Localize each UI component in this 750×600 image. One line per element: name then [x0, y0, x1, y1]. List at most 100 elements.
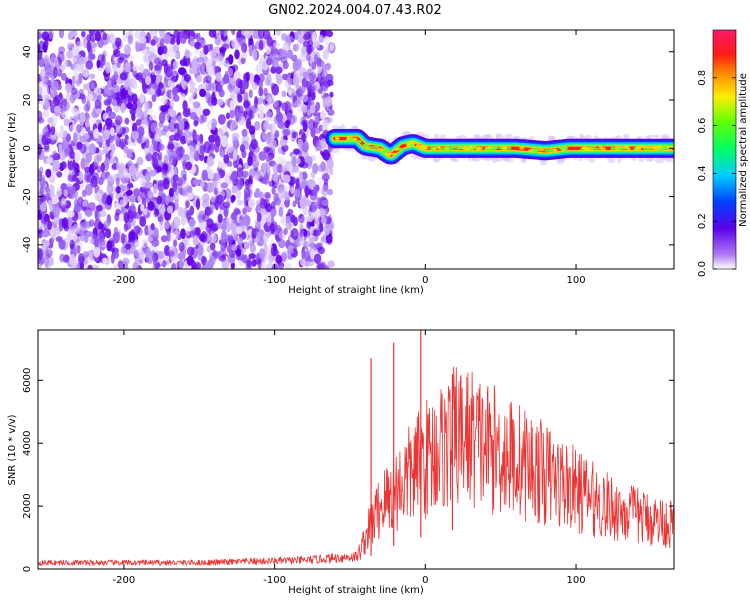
- noise-speckle: [83, 83, 88, 91]
- snr-x-tick-label: 100: [566, 575, 585, 586]
- noise-speckle: [45, 249, 53, 258]
- noise-speckle: [273, 100, 279, 108]
- noise-speckle: [219, 116, 226, 124]
- noise-speckle: [207, 96, 214, 107]
- noise-speckle: [168, 121, 177, 133]
- noise-speckle: [115, 177, 120, 187]
- noise-speckle: [323, 35, 331, 46]
- noise-speckle: [248, 109, 254, 121]
- noise-speckle: [111, 99, 118, 107]
- chart-title: GN02.2024.004.07.43.R02: [268, 3, 442, 18]
- noise-speckle: [278, 207, 284, 217]
- snr-y-label: SNR (10 * v/v): [7, 414, 18, 485]
- noise-speckle: [239, 218, 247, 228]
- signal-band-blob: [506, 146, 512, 150]
- noise-speckle: [93, 30, 100, 38]
- noise-speckle: [304, 199, 312, 207]
- noise-speckle: [120, 88, 127, 100]
- noise-speckle: [164, 220, 170, 230]
- noise-speckle: [38, 143, 42, 155]
- noise-speckle: [239, 225, 248, 232]
- noise-speckle: [67, 160, 75, 171]
- noise-speckle: [209, 255, 216, 266]
- noise-speckle: [325, 233, 333, 244]
- noise-speckle: [292, 216, 298, 227]
- noise-speckle: [264, 171, 269, 180]
- noise-speckle: [105, 228, 112, 239]
- noise-speckle: [112, 84, 120, 94]
- noise-speckle: [40, 215, 48, 225]
- noise-speckle: [172, 180, 178, 192]
- noise-speckle: [234, 88, 240, 95]
- noise-speckle: [146, 32, 151, 44]
- noise-speckle: [321, 80, 329, 92]
- noise-speckle: [271, 186, 276, 195]
- noise-speckle: [292, 75, 300, 87]
- spectrogram-frame: [37, 29, 675, 270]
- spectrogram-y-tick-label: 20: [22, 94, 33, 107]
- signal-band-blob: [652, 146, 658, 150]
- noise-speckle: [89, 237, 95, 245]
- noise-speckle: [109, 150, 116, 160]
- noise-speckle: [78, 62, 84, 73]
- noise-speckle: [182, 154, 190, 161]
- noise-speckle: [318, 246, 325, 255]
- signal-band-blob: [409, 141, 418, 145]
- noise-speckle: [270, 246, 278, 257]
- noise-speckle: [327, 159, 334, 170]
- noise-speckle: [203, 192, 210, 202]
- noise-speckle: [38, 167, 41, 180]
- noise-speckle: [226, 143, 234, 154]
- noise-speckle: [124, 117, 130, 125]
- noise-speckle: [258, 151, 267, 161]
- noise-speckle: [185, 161, 193, 171]
- colorbar-ticks: 0.0 0.2 0.4 0.6 0.8: [697, 70, 736, 277]
- noise-speckle: [287, 50, 293, 59]
- signal-band-blob: [463, 147, 471, 151]
- noise-speckle: [144, 171, 152, 183]
- spectrogram-x-tick-label: -100: [263, 275, 286, 286]
- noise-speckle: [69, 239, 75, 249]
- noise-speckle: [248, 125, 256, 135]
- noise-speckle: [145, 246, 151, 259]
- noise-speckle: [71, 174, 78, 182]
- noise-speckle: [112, 251, 120, 259]
- noise-speckle: [231, 212, 236, 220]
- noise-speckle: [129, 229, 135, 241]
- noise-speckle: [309, 226, 314, 236]
- spectrogram-x-label: Height of straight line (km): [288, 285, 424, 296]
- noise-speckle: [181, 93, 186, 102]
- noise-speckle: [66, 41, 74, 48]
- noise-speckle: [281, 90, 287, 98]
- noise-speckle: [150, 122, 158, 134]
- noise-speckle: [85, 60, 94, 70]
- noise-speckle: [241, 128, 248, 138]
- noise-speckle: [58, 30, 65, 39]
- signal-band-blob: [449, 145, 453, 149]
- noise-speckle: [169, 37, 176, 45]
- noise-speckle: [144, 225, 149, 236]
- noise-speckle: [87, 264, 93, 269]
- noise-speckle: [297, 103, 302, 113]
- noise-speckle: [179, 259, 184, 269]
- noise-speckle: [295, 177, 300, 189]
- signal-halo-speckle: [504, 157, 514, 163]
- noise-speckle: [301, 247, 306, 260]
- signal-band-blob: [537, 148, 545, 152]
- noise-speckle: [90, 81, 95, 90]
- noise-speckle: [287, 77, 293, 86]
- noise-speckle: [157, 46, 164, 56]
- noise-speckle: [282, 73, 288, 81]
- noise-speckle: [229, 100, 235, 112]
- snr-x-ticks: -200 -100 0 100: [113, 330, 586, 586]
- spectrogram-noise-region: [38, 30, 336, 269]
- noise-speckle: [298, 170, 303, 182]
- noise-speckle: [248, 89, 253, 99]
- noise-speckle: [109, 76, 117, 83]
- noise-speckle: [302, 121, 308, 133]
- signal-band-blob: [635, 147, 642, 151]
- signal-halo-speckle: [331, 147, 340, 154]
- noise-speckle: [207, 169, 215, 180]
- noise-speckle: [107, 88, 114, 96]
- noise-speckle: [93, 154, 100, 167]
